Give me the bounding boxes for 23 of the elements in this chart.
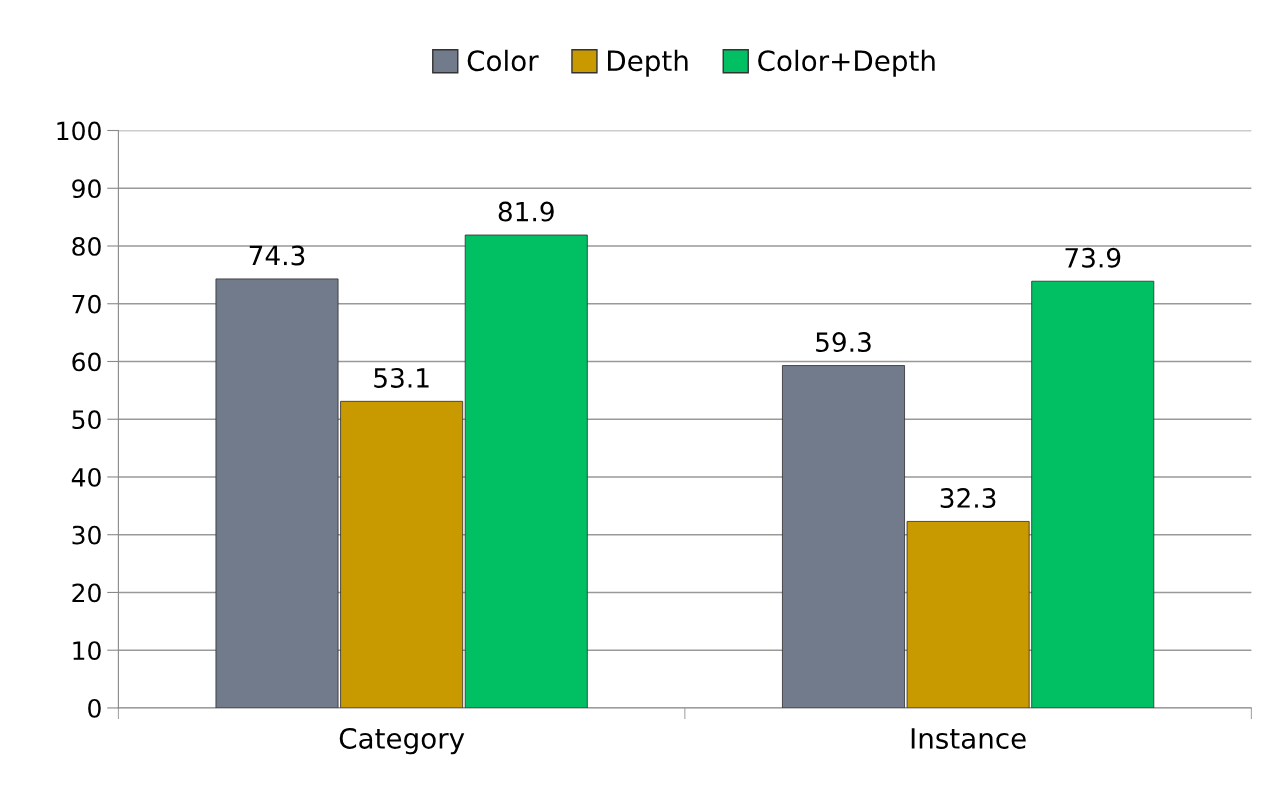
- y-tick-label: 90: [72, 179, 101, 199]
- bar: [464, 234, 588, 708]
- x-tick-label: Category: [339, 727, 465, 755]
- x-tick-label: Instance: [911, 728, 1026, 749]
- data-label: 32.3: [940, 488, 996, 508]
- data-label: 74.3: [249, 245, 305, 266]
- y-tick-label: 50: [72, 410, 101, 430]
- data-label: 59.3: [816, 332, 871, 353]
- data-label: 53.1: [374, 367, 429, 388]
- y-tick-label: 10: [73, 641, 101, 661]
- y-tick-label: 60: [72, 352, 101, 372]
- data-label: 81.9: [498, 201, 554, 222]
- y-tick-label: 20: [72, 583, 101, 603]
- y-tick-label: 40: [71, 467, 101, 487]
- y-tick-label: 0: [88, 698, 101, 718]
- legend-label: Color: [467, 49, 539, 72]
- y-tick-label: 80: [72, 236, 101, 256]
- y-tick-label: 70: [72, 294, 101, 314]
- data-label: 73.9: [1065, 247, 1121, 268]
- y-tick-label: 100: [57, 121, 101, 141]
- legend-label: Depth: [608, 49, 688, 77]
- legend-label: Color+Depth: [758, 49, 935, 77]
- y-tick-label: 30: [72, 525, 101, 545]
